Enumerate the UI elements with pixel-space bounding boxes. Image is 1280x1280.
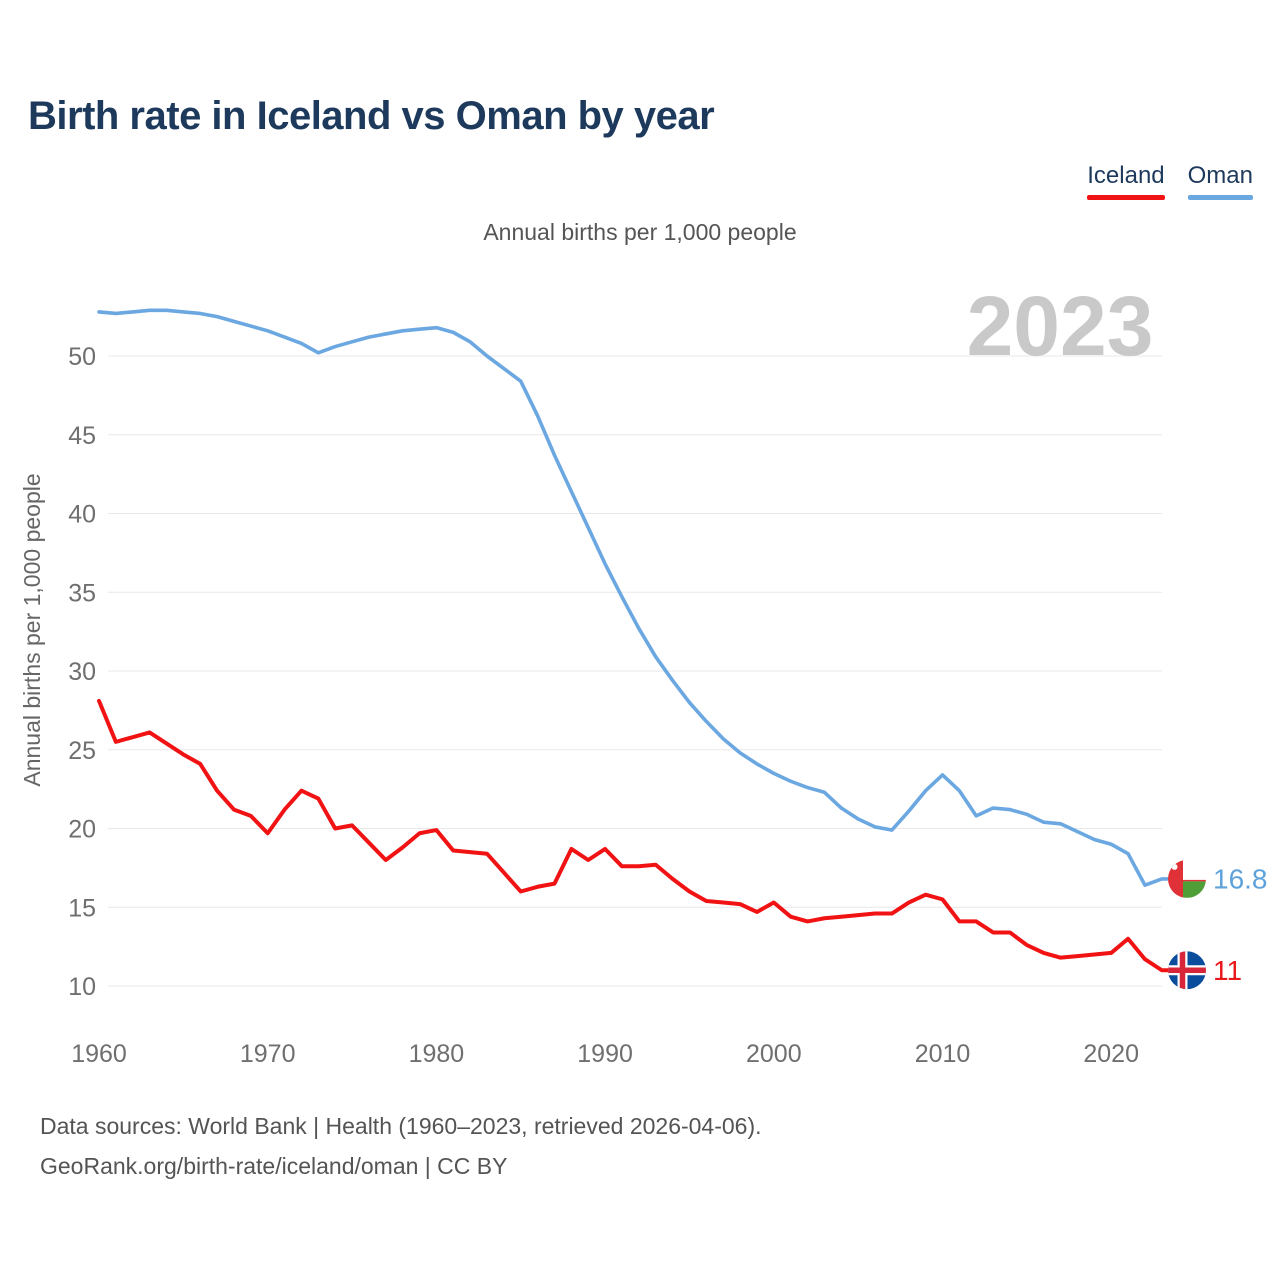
- legend-label-oman: Oman: [1187, 162, 1253, 189]
- end-label-oman: 16.8: [1213, 863, 1268, 894]
- iceland-flag-icon: [1168, 951, 1206, 990]
- footer-license-line: GeoRank.org/birth-rate/iceland/oman | CC…: [40, 1153, 508, 1179]
- chart-subtitle: Annual births per 1,000 people: [483, 219, 797, 245]
- legend-swatch-oman: [1187, 195, 1253, 200]
- legend-label-iceland: Iceland: [1087, 162, 1165, 189]
- x-tick-2020: 2020: [1083, 1040, 1139, 1068]
- legend-swatch-iceland: [1087, 195, 1165, 200]
- y-tick-40: 40: [68, 501, 96, 529]
- y-tick-45: 45: [68, 422, 96, 450]
- oman-flag-icon: [1168, 859, 1206, 898]
- watermark-year: 2023: [967, 279, 1154, 373]
- x-tick-1970: 1970: [240, 1040, 296, 1068]
- series-line-iceland[interactable]: [97, 698, 1172, 973]
- y-tick-50: 50: [68, 343, 96, 371]
- footer-source-line: Data sources: World Bank | Health (1960–…: [40, 1113, 762, 1139]
- y-axis-title: Annual births per 1,000 people: [19, 473, 45, 786]
- x-tick-1990: 1990: [577, 1040, 633, 1068]
- series-line-oman[interactable]: [97, 308, 1172, 888]
- y-tick-30: 30: [68, 658, 96, 686]
- y-tick-10: 10: [68, 973, 96, 1001]
- x-tick-1980: 1980: [409, 1040, 465, 1068]
- legend-item-iceland[interactable]: Iceland: [1087, 162, 1165, 200]
- x-tick-2000: 2000: [746, 1040, 802, 1068]
- x-tick-2010: 2010: [915, 1040, 971, 1068]
- footer: Data sources: World Bank | Health (1960–…: [40, 1106, 762, 1186]
- legend: Iceland Oman: [1087, 162, 1253, 200]
- x-tick-1960: 1960: [71, 1040, 127, 1068]
- y-tick-15: 15: [68, 894, 96, 922]
- y-tick-25: 25: [68, 737, 96, 765]
- page-title: Birth rate in Iceland vs Oman by year: [28, 94, 715, 138]
- end-label-iceland: 11: [1213, 955, 1242, 986]
- y-tick-35: 35: [68, 579, 96, 607]
- legend-item-oman[interactable]: Oman: [1187, 162, 1253, 200]
- y-tick-20: 20: [68, 816, 96, 844]
